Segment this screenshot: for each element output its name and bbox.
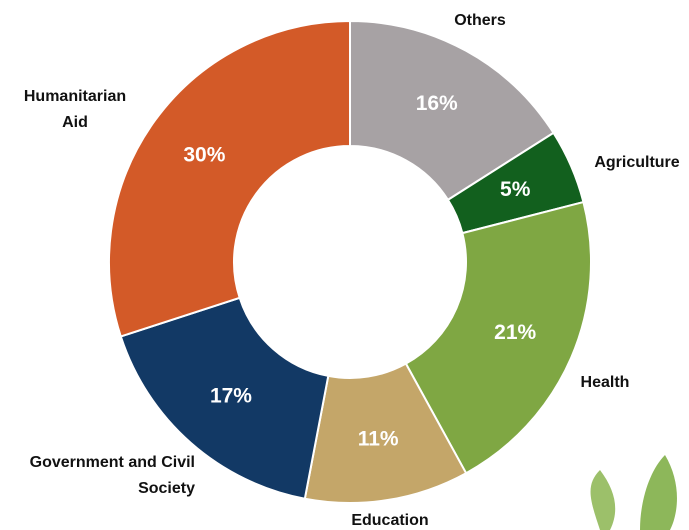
value-label: 30% bbox=[183, 144, 225, 167]
value-label: 5% bbox=[500, 178, 531, 201]
leaf-decoration bbox=[590, 455, 677, 530]
value-label: 16% bbox=[416, 92, 458, 115]
donut-segment bbox=[404, 200, 592, 475]
value-label: 11% bbox=[358, 427, 399, 450]
value-label: 17% bbox=[210, 385, 252, 408]
category-label: Humanitarian Aid bbox=[23, 88, 127, 131]
category-label: Education bbox=[351, 512, 429, 529]
category-label: Others bbox=[454, 12, 506, 29]
category-label: Health bbox=[580, 374, 630, 391]
category-label: Government and Civil Society bbox=[29, 454, 195, 497]
value-label: 21% bbox=[494, 321, 536, 344]
category-label: Agriculture bbox=[594, 154, 680, 171]
donut-segment bbox=[119, 296, 330, 500]
donut-segment bbox=[107, 19, 351, 338]
donut-segment bbox=[349, 19, 555, 202]
